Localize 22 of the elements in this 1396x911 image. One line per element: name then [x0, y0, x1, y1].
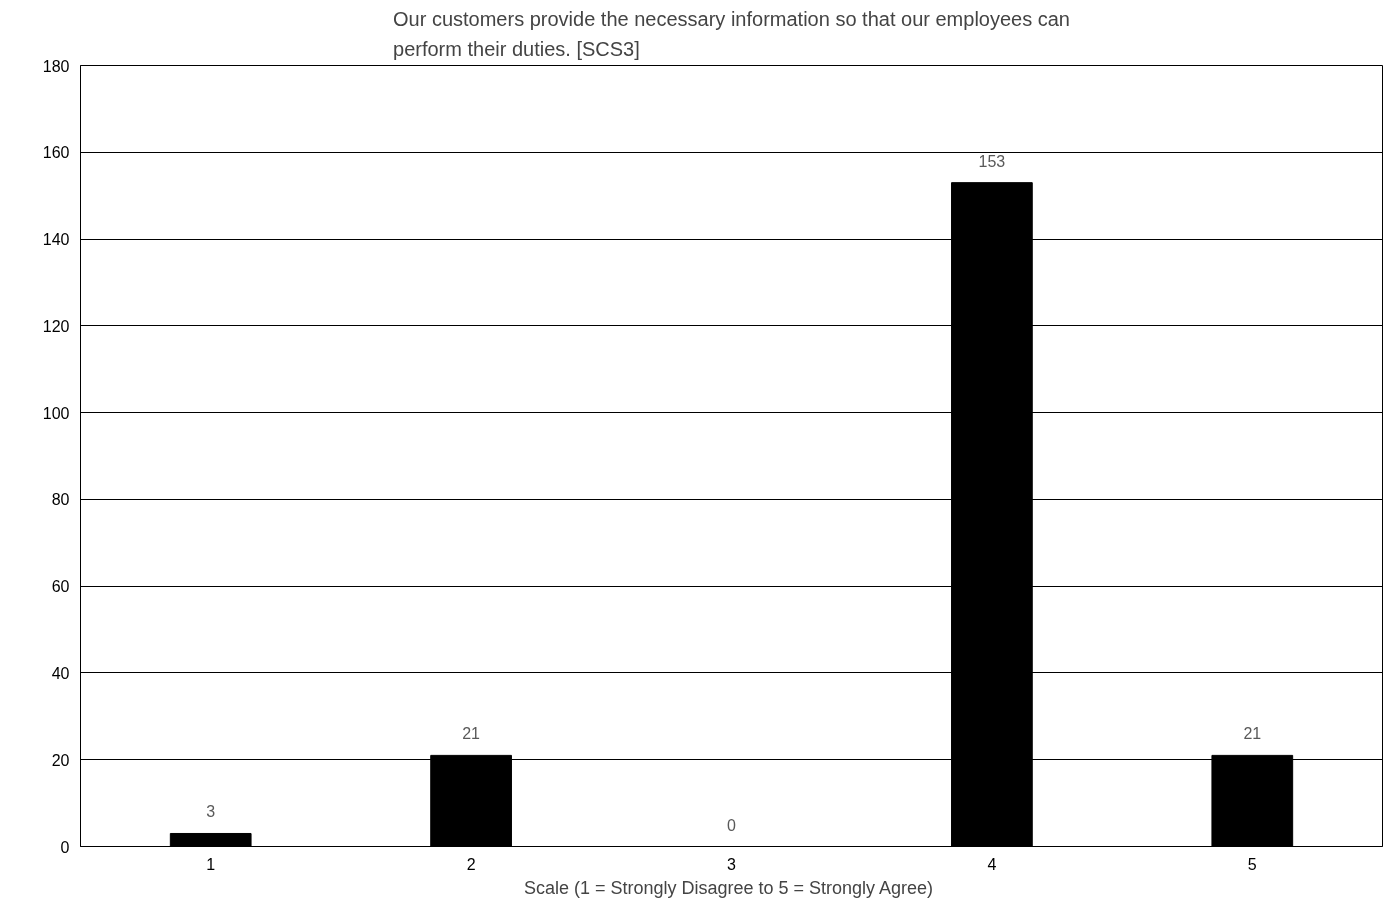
- x-tick-label: 3: [727, 855, 737, 873]
- data-label: 3: [206, 803, 216, 821]
- y-tick-label: 80: [51, 491, 70, 509]
- data-label: 153: [978, 152, 1006, 170]
- x-tick-label: 1: [206, 855, 216, 873]
- x-tick-label: 4: [987, 855, 997, 873]
- data-label: 21: [1243, 725, 1262, 743]
- y-tick-label: 160: [42, 144, 70, 162]
- chart-title: Our customers provide the necessary information so that our employees can perform their duties. [SCS3]: [393, 7, 1070, 61]
- y-tick-label: 60: [51, 578, 70, 596]
- data-label: 21: [462, 725, 481, 743]
- x-axis-title: Scale (1 = Strongly Disagree to 5 = Strongly Agree): [523, 877, 934, 898]
- y-tick-label: 100: [42, 404, 70, 422]
- y-tick-label: 180: [42, 57, 70, 75]
- x-tick-label: 2: [466, 855, 476, 873]
- y-tick-label: 140: [42, 231, 70, 249]
- y-tick-label: 20: [51, 751, 70, 769]
- y-tick-label: 40: [51, 664, 70, 682]
- x-tick-label: 5: [1247, 855, 1257, 873]
- data-label: 0: [727, 816, 737, 834]
- y-tick-label: 0: [60, 838, 70, 856]
- y-tick-label: 120: [42, 317, 70, 335]
